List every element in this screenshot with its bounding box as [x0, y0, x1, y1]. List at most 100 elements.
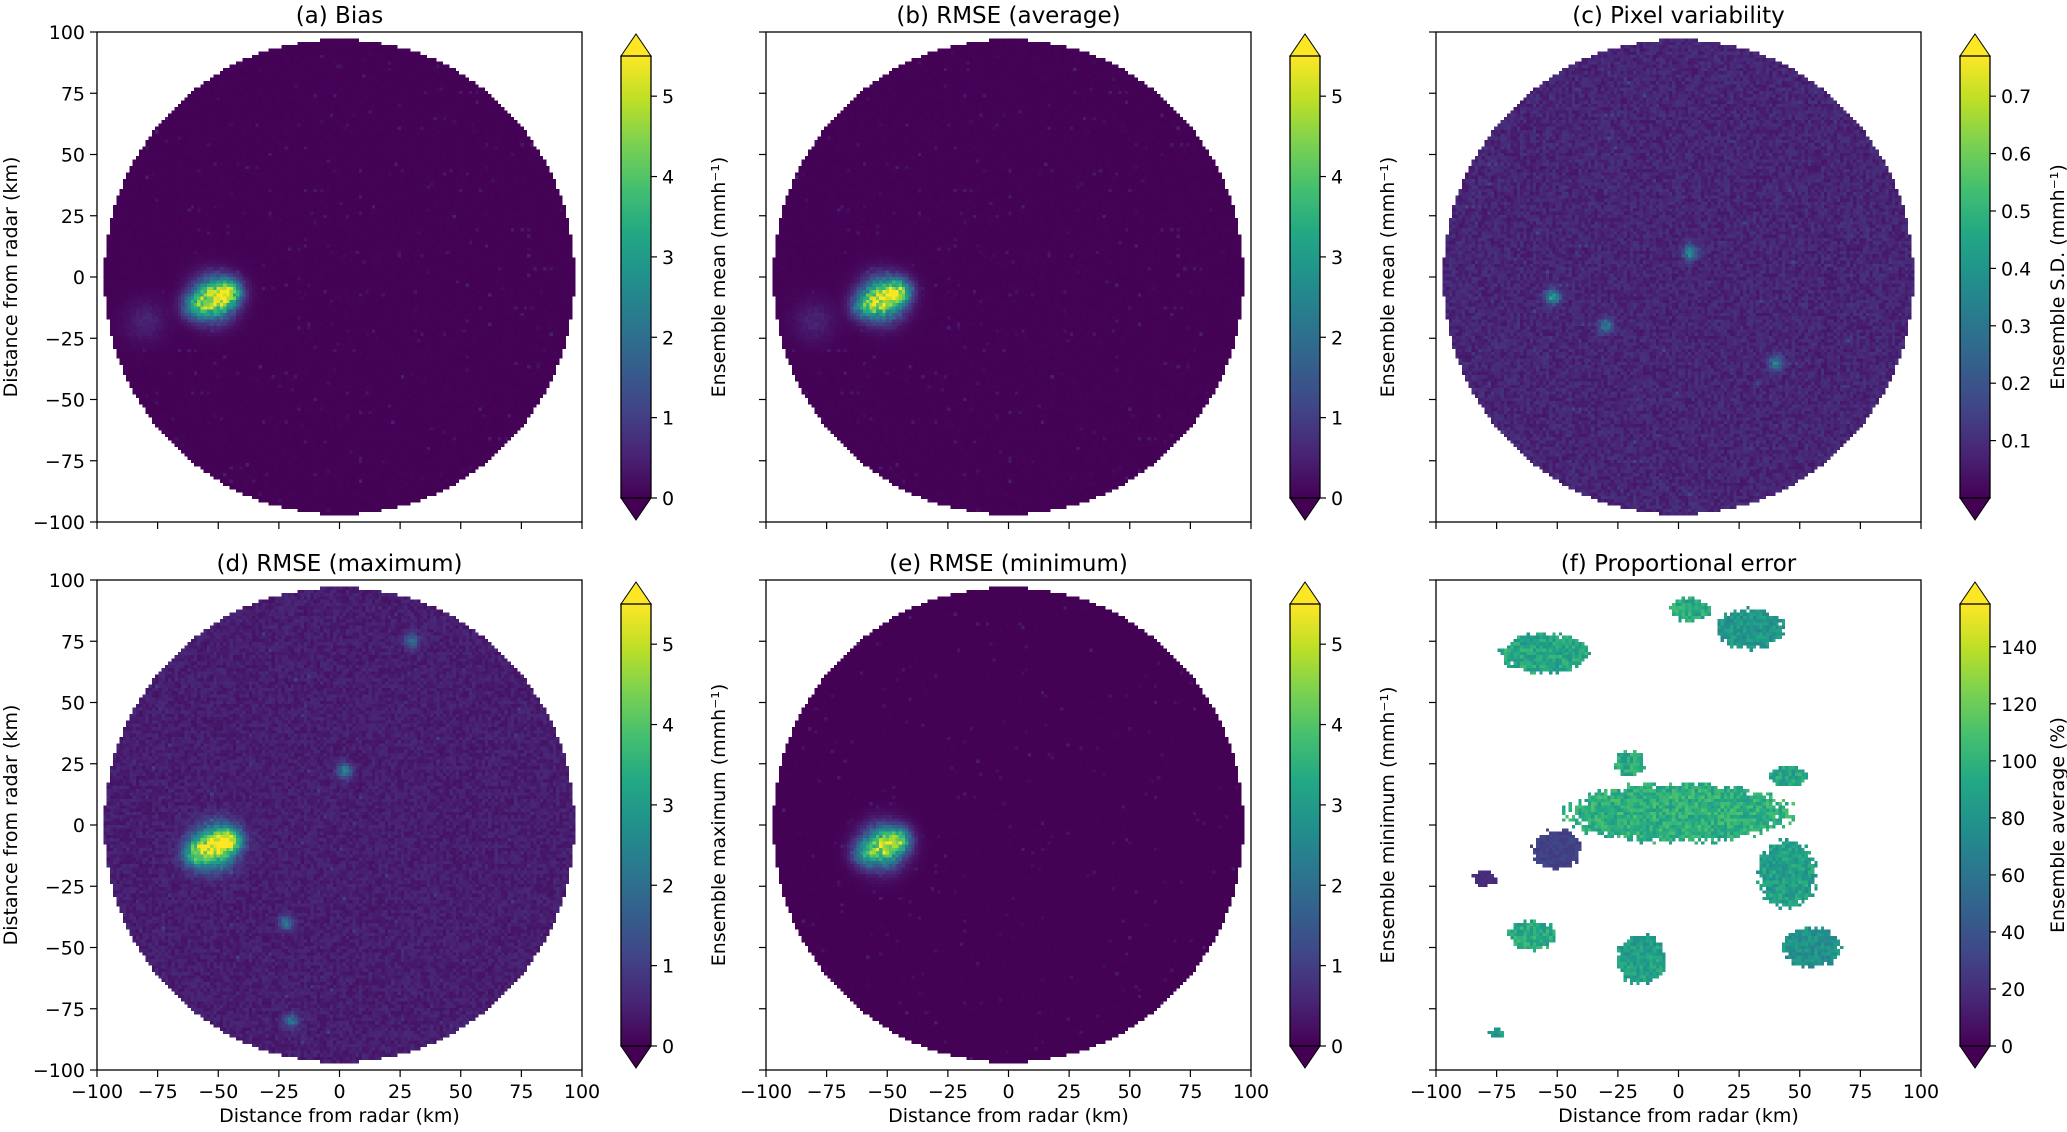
x-tick-label: 50	[449, 1081, 473, 1103]
colorbar-gradient	[1960, 56, 1990, 498]
y-tick-label: −25	[45, 876, 85, 898]
heatmap-field	[1436, 32, 1921, 522]
colorbar-extend-min	[1959, 1045, 1991, 1069]
x-tick-label: 100	[564, 1081, 600, 1103]
colorbar-tick-label: 2	[1331, 327, 1343, 349]
colorbar: 0 1 2 3 4 5 Ensemble maximum (mmh⁻¹)	[620, 581, 730, 1069]
y-tick-label: 25	[61, 754, 85, 776]
colorbar-label: Ensemble mean (mmh⁻¹)	[708, 157, 730, 398]
colorbar-extend-min	[620, 1045, 652, 1069]
y-axis-label: Distance from radar (km)	[0, 705, 22, 946]
x-tick-label: 0	[333, 1081, 345, 1103]
colorbar-tick-label: 5	[1331, 634, 1343, 656]
colorbar-label: Ensemble average (%)	[2047, 717, 2067, 933]
colorbar-tick-label: 1	[662, 956, 674, 978]
y-tick-label: −50	[45, 390, 85, 412]
colorbar-extend-min	[1289, 1045, 1321, 1069]
colorbar-tick-label: 0.3	[2001, 316, 2031, 338]
colorbar-extend-max	[1959, 33, 1991, 57]
colorbar-extend-min	[1959, 497, 1991, 521]
colorbar-tick-label: 0.6	[2001, 144, 2031, 166]
colorbar-gradient	[1960, 604, 1990, 1046]
colorbar-tick-label: 4	[662, 167, 674, 189]
x-tick-label: 0	[1672, 1081, 1684, 1103]
colorbar: 0 1 2 3 4 5 Ensemble mean (mmh⁻¹)	[620, 33, 730, 521]
y-tick-label: 50	[61, 145, 85, 167]
heatmap-field	[97, 580, 582, 1070]
colorbar-frame	[1959, 603, 1991, 1047]
colorbar-label: Ensemble mean (mmh⁻¹)	[1377, 157, 1399, 398]
y-tick-label: −25	[45, 328, 85, 350]
colorbar-tick-label: 4	[1331, 715, 1343, 737]
colorbar-tick-label: 0	[1331, 1036, 1343, 1058]
colorbar-tick-label: 5	[1331, 86, 1343, 108]
colorbar-gradient	[1290, 56, 1320, 498]
colorbar-tick-label: 0.7	[2001, 86, 2031, 108]
colorbar-tick-label: 0.4	[2001, 258, 2031, 280]
x-axis-label: Distance from radar (km)	[888, 1105, 1129, 1127]
y-tick-label: −75	[45, 451, 85, 473]
x-tick-label: 75	[1848, 1081, 1872, 1103]
y-tick-label: 75	[61, 631, 85, 653]
y-tick-label: −75	[45, 999, 85, 1021]
colorbar-tick-label: 120	[2001, 694, 2037, 716]
x-tick-label: −100	[1410, 1081, 1462, 1103]
x-tick-label: −25	[259, 1081, 299, 1103]
colorbar: 0.1 0.2 0.3 0.4 0.5 0.6 0.7 Ensemble S.D. (mmh⁻…	[1959, 33, 2067, 521]
y-axis-label: Distance from radar (km)	[0, 157, 22, 398]
colorbar-extend-min	[1289, 497, 1321, 521]
y-tick-label: 75	[61, 83, 85, 105]
y-tick-label: −100	[33, 512, 85, 534]
panel-title: (c) Pixel variability	[1572, 3, 1784, 29]
colorbar-tick-label: 80	[2001, 808, 2025, 830]
heatmap-field	[766, 32, 1251, 522]
colorbar-tick-label: 0.5	[2001, 201, 2031, 223]
panel-5: (e) RMSE (minimum)−100 −75 −50 −25 0 25 50 75 10…	[740, 551, 1399, 1127]
colorbar-tick-label: 1	[1331, 408, 1343, 430]
x-tick-label: −75	[807, 1081, 847, 1103]
colorbar-tick-label: 2	[662, 875, 674, 897]
x-tick-label: −75	[138, 1081, 178, 1103]
x-tick-label: −25	[1598, 1081, 1638, 1103]
colorbar-extend-max	[1289, 581, 1321, 605]
colorbar-tick-label: 4	[662, 715, 674, 737]
colorbar-label: Ensemble minimum (mmh⁻¹)	[1377, 687, 1399, 964]
colorbar-extend-max	[620, 33, 652, 57]
x-tick-label: 75	[509, 1081, 533, 1103]
panel-title: (b) RMSE (average)	[896, 3, 1120, 29]
x-tick-label: −75	[1477, 1081, 1517, 1103]
colorbar-tick-label: 3	[662, 247, 674, 269]
colorbar-tick-label: 40	[2001, 922, 2025, 944]
y-tick-label: −100	[33, 1060, 85, 1082]
x-tick-label: −50	[198, 1081, 238, 1103]
colorbar-tick-label: 0.1	[2001, 431, 2031, 453]
panels: (a) Bias−100−75−50−250255075100Distance …	[0, 3, 2067, 1127]
colorbar-tick-label: 3	[662, 795, 674, 817]
panel-3: (c) Pixel variability0.10.20.30.40.50.60…	[1429, 3, 2067, 529]
colorbar-tick-label: 100	[2001, 751, 2037, 773]
colorbar-gradient	[621, 56, 651, 498]
x-axis-label: Distance from radar (km)	[1558, 1105, 1799, 1127]
x-tick-label: 25	[388, 1081, 412, 1103]
colorbar-frame	[1289, 55, 1321, 499]
colorbar-tick-label: 2	[662, 327, 674, 349]
colorbar-tick-label: 3	[1331, 795, 1343, 817]
y-tick-label: 0	[73, 267, 85, 289]
colorbar-tick-label: 5	[662, 634, 674, 656]
x-tick-label: −25	[928, 1081, 968, 1103]
x-tick-label: −50	[867, 1081, 907, 1103]
colorbar-tick-label: 0	[2001, 1036, 2013, 1058]
panel-4: (d) RMSE (maximum)−100 −75 −50 −25 0 25 50 75 10…	[0, 551, 730, 1127]
colorbar-tick-label: 3	[1331, 247, 1343, 269]
panel-title: (a) Bias	[296, 3, 384, 29]
x-tick-label: −100	[740, 1081, 792, 1103]
x-tick-label: 100	[1233, 1081, 1269, 1103]
panel-2: (b) RMSE (average) 0 1 2 3 4 5 Ensemble mean (m…	[759, 3, 1399, 529]
colorbar-label: Ensemble S.D. (mmh⁻¹)	[2047, 164, 2067, 390]
x-tick-label: 50	[1788, 1081, 1812, 1103]
x-tick-label: −100	[71, 1081, 123, 1103]
x-tick-label: 75	[1178, 1081, 1202, 1103]
panel-6: (f) Proportional error −100 −75 −50 −25 0 25 50…	[1410, 551, 2067, 1127]
x-tick-label: −50	[1537, 1081, 1577, 1103]
